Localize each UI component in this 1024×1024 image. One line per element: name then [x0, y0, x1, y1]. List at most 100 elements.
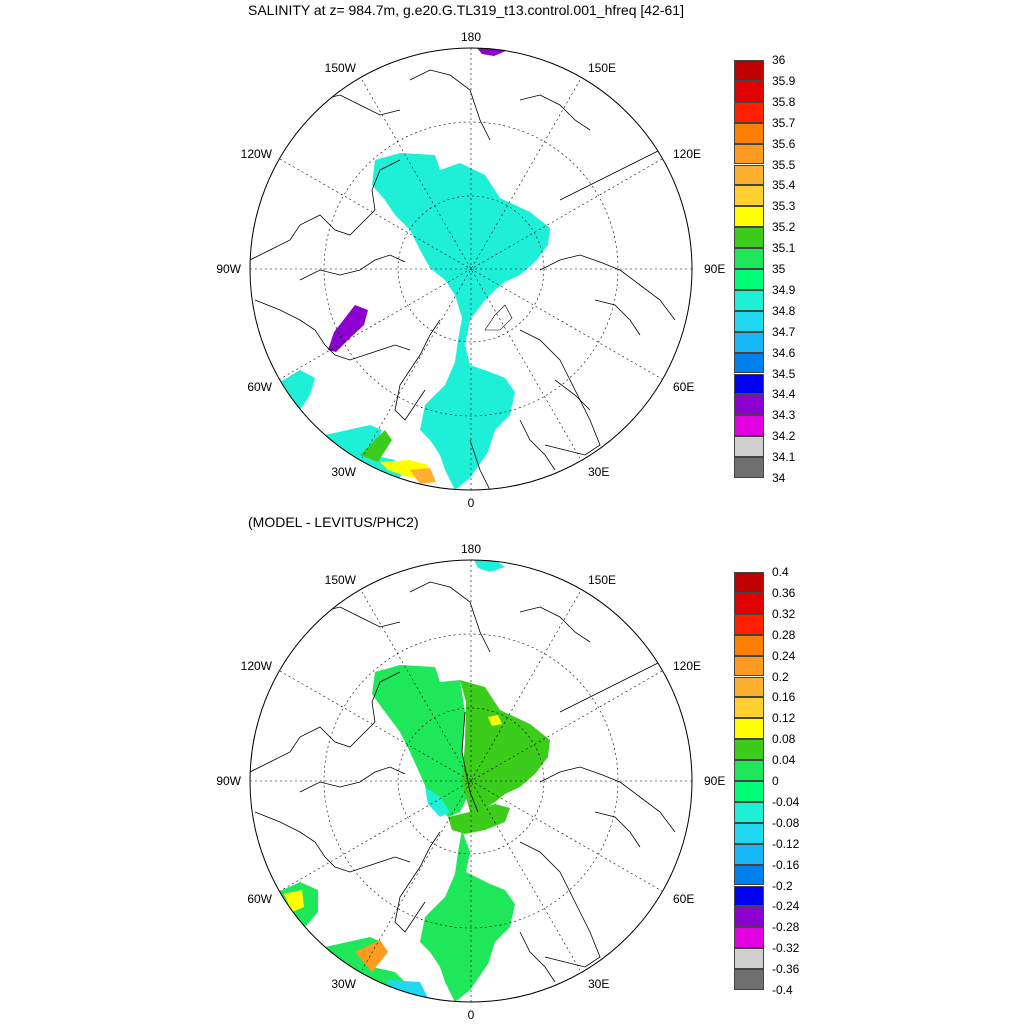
difference-colorbar-tick-label: 0.36	[772, 585, 796, 600]
difference-colorbar-tick-label: 0.04	[772, 753, 796, 768]
label-120w: 120W	[241, 659, 273, 673]
difference-colorbar-tick-label: -0.04	[772, 794, 800, 809]
difference-colorbar-swatch	[734, 697, 764, 719]
difference-colorbar-swatch	[734, 572, 764, 593]
nordic-shelf-fill	[325, 937, 405, 997]
label-30w: 30W	[331, 465, 356, 479]
label-120e: 120E	[673, 659, 701, 673]
nordic-orange-spot	[410, 468, 436, 484]
basin-contour	[484, 304, 513, 331]
difference-colorbar-tick-label: 0.2	[772, 669, 789, 684]
label-180: 180	[461, 30, 481, 44]
salinity-colorbar-swatch	[734, 310, 764, 332]
difference-colorbar-swatch	[734, 634, 764, 656]
graticule	[250, 560, 692, 1002]
label-60e: 60E	[673, 380, 694, 394]
salinity-colorbar-tick-label: 35	[772, 262, 786, 276]
label-30e: 30E	[588, 465, 609, 479]
salinity-colorbar-tick-label: 35.4	[772, 178, 796, 193]
map-boundary	[249, 47, 693, 491]
difference-colorbar-swatch	[734, 676, 764, 698]
difference-colorbar-tick-label: 0	[772, 774, 779, 788]
nordic-warm-fill	[355, 940, 388, 972]
difference-colorbar-tick-label: -0.12	[772, 836, 800, 851]
label-60w: 60W	[247, 892, 272, 906]
salinity-colorbar-swatch	[734, 289, 764, 311]
salinity-colorbar-swatch	[734, 331, 764, 353]
salinity-colorbar-swatch	[734, 248, 764, 269]
difference-colorbar-tick-label: 0.4	[772, 565, 789, 579]
salinity-colorbar-swatch	[734, 143, 764, 165]
difference-colorbar-swatch	[734, 739, 764, 761]
difference-colorbar-tick-label: 0.28	[772, 627, 796, 642]
arctic-basin-fill	[372, 153, 550, 490]
salinity-colorbar-swatch	[734, 394, 764, 416]
difference-colorbar-swatch	[734, 843, 764, 865]
salinity-colorbar-swatch	[734, 60, 764, 81]
salinity-colorbar-tick-label: 34.5	[772, 366, 796, 381]
label-30w: 30W	[331, 977, 356, 991]
salinity-colorbar-tick-label: 34.6	[772, 345, 796, 360]
salinity-colorbar-swatch	[734, 373, 764, 395]
coastlines	[250, 69, 676, 490]
salinity-colorbar-swatch	[734, 122, 764, 144]
salinity-polar-map: 180 0 90W 90E 150W 150E 120W 120E 60W 60…	[216, 30, 725, 510]
salinity-colorbar-tick-label: 34.7	[772, 324, 796, 339]
right-basin-fill	[460, 680, 550, 812]
labrador-warm-fill	[284, 890, 304, 912]
salinity-colorbar-swatch	[734, 164, 764, 186]
salinity-colorbar-swatch	[734, 206, 764, 228]
difference-colorbar-tick-label: 0.32	[772, 606, 796, 621]
difference-colorbar-tick-label: -0.32	[772, 941, 800, 956]
salinity-colorbar-swatch	[734, 80, 764, 102]
salinity-colorbar-swatch	[734, 457, 764, 478]
salinity-colorbar-swatch	[734, 101, 764, 123]
difference-colorbar-tick-label: -0.28	[772, 920, 800, 935]
difference-colorbar-swatch	[734, 655, 764, 677]
salinity-colorbar-tick-label: 34.3	[772, 408, 796, 423]
difference-colorbar-tick-label: -0.2	[772, 878, 793, 893]
difference-colorbar-swatch	[734, 613, 764, 635]
difference-colorbar-swatch	[734, 592, 764, 614]
salinity-colorbar-tick-label: 34.9	[772, 282, 796, 297]
bottom-map-title: (MODEL - LEVITUS/PHC2)	[248, 514, 419, 530]
difference-colorbar-tick-label: -0.16	[772, 857, 800, 872]
difference-colorbar-tick-label: 0.16	[772, 690, 796, 705]
salinity-colorbar-tick-label: 36	[772, 53, 786, 67]
salinity-colorbar-tick-label: 35.6	[772, 136, 796, 151]
label-60w: 60W	[247, 380, 272, 394]
difference-colorbar-tick-label: -0.4	[772, 983, 793, 997]
difference-colorbar-swatch	[734, 760, 764, 781]
baffin-bay-fill	[328, 305, 368, 352]
difference-colorbar-swatch	[734, 885, 764, 907]
label-150e: 150E	[588, 61, 616, 75]
difference-colorbar-swatch	[734, 969, 764, 990]
coastlines	[250, 581, 676, 983]
top-patch-fill	[472, 560, 505, 572]
label-120w: 120W	[241, 147, 273, 161]
salinity-colorbar-tick-label: 34	[772, 471, 786, 485]
warm-spot-fill	[488, 715, 502, 726]
salinity-difference-polar-map: 180 0 90W 90E 150W 150E 120W 120E 60W 60…	[216, 542, 725, 1022]
difference-colorbar-swatch	[734, 948, 764, 970]
salinity-colorbar-tick-label: 35.7	[772, 115, 796, 130]
label-0: 0	[468, 496, 475, 510]
lower-basin-fill	[420, 830, 515, 1002]
label-90e: 90E	[704, 262, 725, 276]
label-150w: 150W	[325, 573, 357, 587]
label-150e: 150E	[588, 573, 616, 587]
graticule	[250, 48, 692, 490]
left-basin-fill	[372, 665, 470, 817]
salinity-colorbar: 36 35.9 35.8 35.7 35.6 35.5 35.4 35.3 35.2 35.1 35…	[734, 53, 795, 485]
edge-fill	[425, 787, 450, 817]
difference-colorbar-tick-label: -0.08	[772, 815, 800, 830]
difference-colorbar-tick-label: 0.08	[772, 732, 796, 747]
label-90w: 90W	[216, 262, 241, 276]
salinity-colorbar-tick-label: 35.3	[772, 199, 796, 214]
nordic-warm-band	[360, 430, 392, 462]
salinity-colorbar-tick-label: 34.4	[772, 387, 796, 402]
label-60e: 60E	[673, 892, 694, 906]
salinity-colorbar-swatch	[734, 436, 764, 458]
top-map-title: SALINITY at z= 984.7m, g.e20.G.TL319_t13…	[248, 2, 684, 18]
salinity-colorbar-swatch	[734, 185, 764, 207]
